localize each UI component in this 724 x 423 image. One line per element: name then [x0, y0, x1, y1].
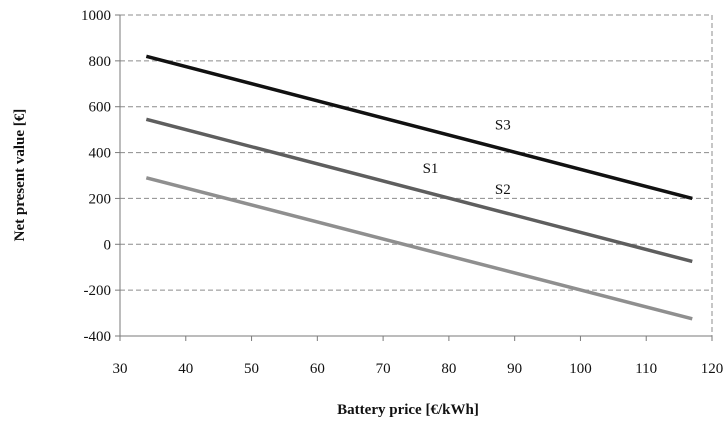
axes	[115, 14, 713, 341]
series-lines	[145, 54, 693, 321]
series-labels: S1 S2 S3	[423, 118, 511, 198]
series-label-s1: S1	[423, 161, 439, 177]
series-label-s3: S3	[495, 118, 511, 134]
x-tick-label: 40	[178, 361, 193, 377]
y-tick-label: -200	[84, 283, 112, 299]
y-axis-title: Net present value [€]	[12, 109, 28, 242]
x-tick-label: 50	[244, 361, 259, 377]
x-tick-labels: 30 40 50 60 70 80 90 100 110 120	[113, 361, 724, 377]
y-tick-label: 800	[89, 54, 112, 70]
grid-lines	[120, 14, 713, 336]
series-line-s3	[145, 54, 693, 201]
x-tick-label: 60	[310, 361, 325, 377]
x-tick-label: 70	[376, 361, 391, 377]
y-tick-label: 600	[89, 100, 112, 116]
y-tick-label: 200	[89, 191, 112, 207]
y-tick-label: 1000	[81, 8, 111, 24]
x-tick-label: 110	[635, 361, 657, 377]
x-tick-label: 90	[507, 361, 522, 377]
series-line-s1	[145, 176, 693, 321]
series-label-s2: S2	[495, 182, 511, 198]
y-tick-labels: -400 -200 0 200 400 600 800 1000	[81, 8, 111, 345]
x-tick-label: 30	[113, 361, 128, 377]
x-tick-label: 80	[441, 361, 456, 377]
x-tick-label: 120	[701, 361, 724, 377]
series-line-s2	[145, 117, 693, 264]
y-tick-label: 400	[89, 146, 112, 162]
x-axis-title: Battery price [€/kWh]	[337, 402, 479, 418]
y-tick-label: 0	[104, 237, 112, 253]
y-tick-label: -400	[84, 329, 112, 345]
x-tick-label: 100	[569, 361, 592, 377]
